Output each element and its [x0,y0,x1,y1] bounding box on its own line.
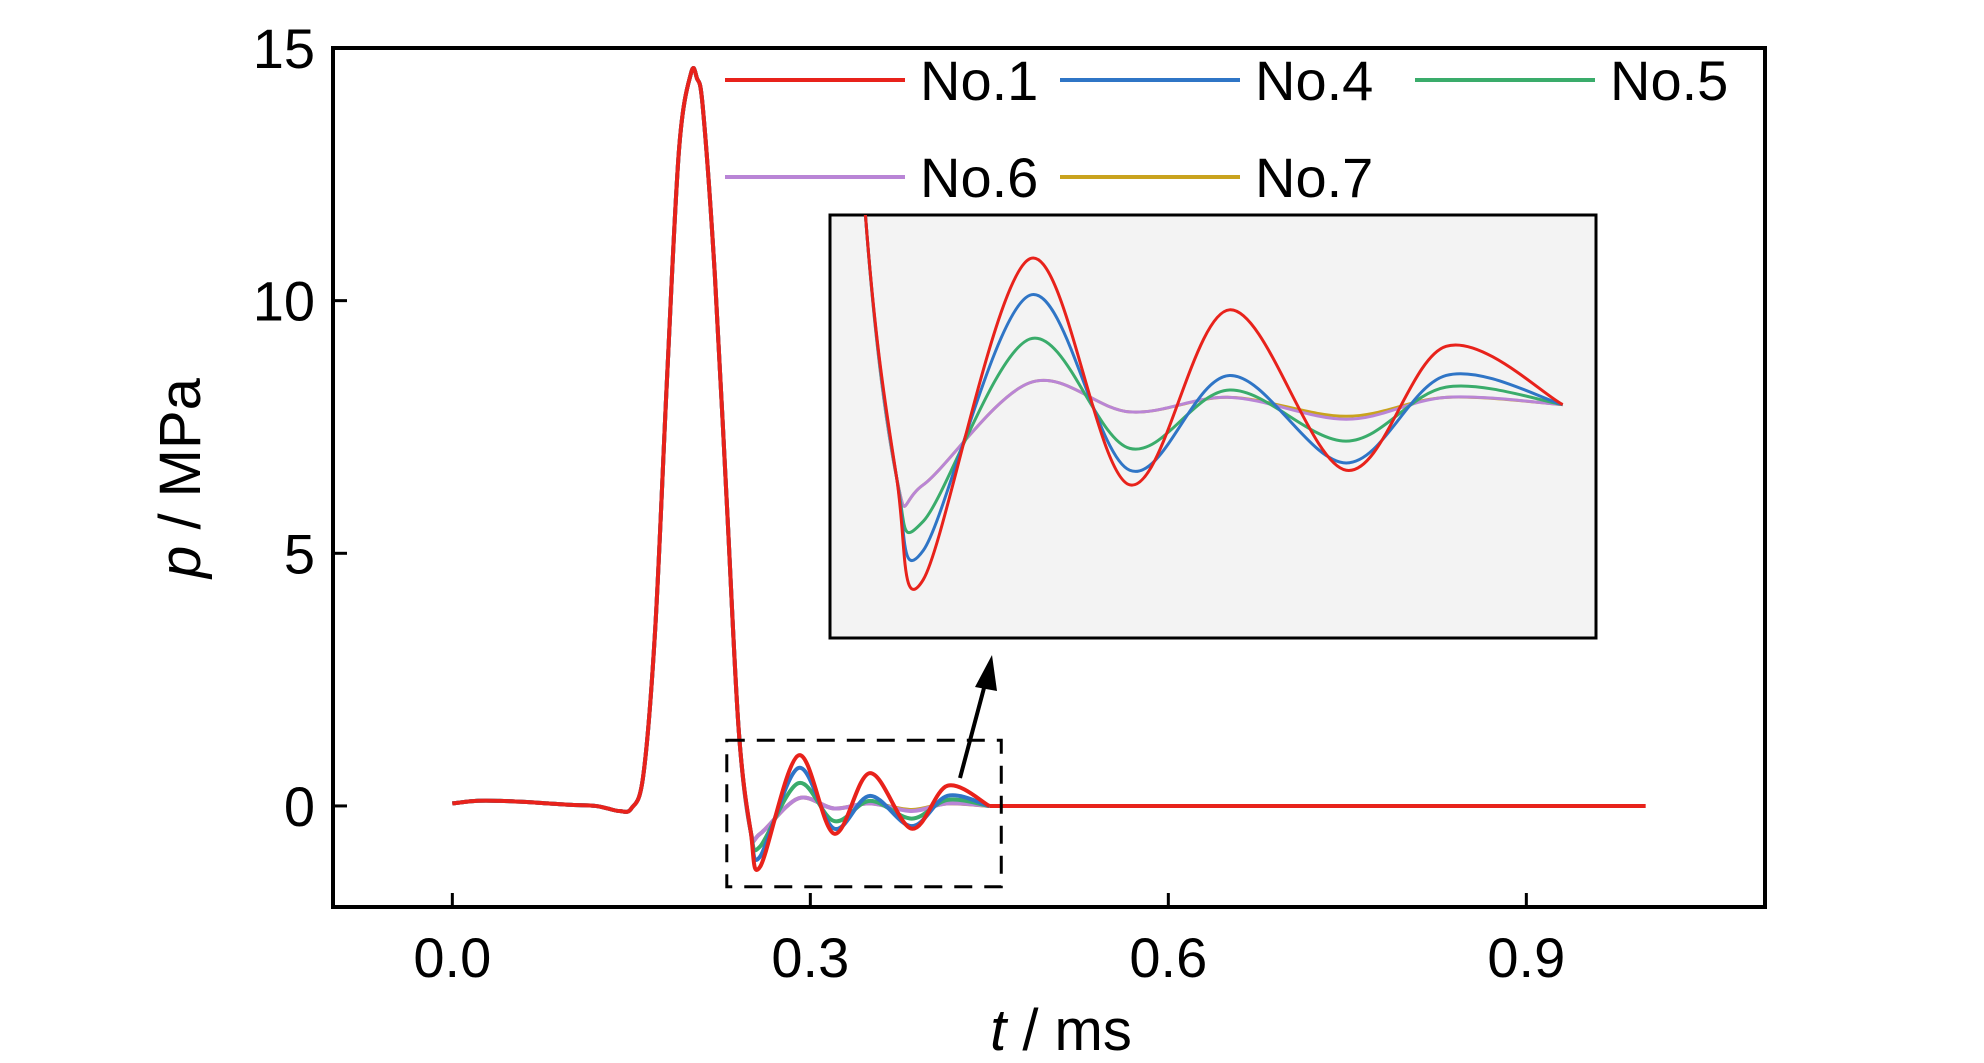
inset-series-line-no1 [863,215,1564,591]
x-axis-label: t / ms [990,998,1132,1063]
inset-series-line-no5 [863,215,1563,534]
inset-series-line-no6 [863,215,1563,508]
legend-label: No.5 [1610,49,1728,112]
y-tick-label: 5 [284,522,315,585]
legend-item-no4: No.4 [1060,49,1373,112]
inset-plot [828,213,1598,640]
main-plot-lines [452,66,1646,872]
inset-series-line-no4 [863,215,1564,562]
plot-frame [331,46,1767,909]
legend-label: No.4 [1255,49,1373,112]
legend-item-no6: No.6 [725,146,1038,209]
legend-label: No.6 [920,146,1038,209]
zoom-region-box [725,655,1003,889]
legend-item-no1: No.1 [725,49,1038,112]
x-tick-label: 0.3 [771,926,849,989]
x-tick-label: 0.6 [1129,926,1207,989]
y-axis-symbol: p [148,546,213,580]
legend-label: No.7 [1255,146,1373,209]
legend: No.1 No.4 No.5 No.6 No.7 [725,49,1728,209]
y-tick-label: 15 [253,17,315,80]
y-axis-label: p / MPa [148,377,213,580]
zoom-region-rect [725,738,1003,889]
y-tick-label: 10 [253,270,315,333]
y-axis-unit: / MPa [148,377,213,545]
x-tick-label: 0.0 [413,926,491,989]
inset-lines [863,215,1564,591]
inset-frame [828,213,1598,640]
zoom-arrow-head [975,655,997,691]
y-tick-label: 0 [284,775,315,838]
legend-item-no5: No.5 [1415,49,1728,112]
zoom-arrow-shaft [958,672,990,779]
legend-item-no7: No.7 [1060,146,1373,209]
series-line-no1 [452,66,991,872]
x-tick-label: 0.9 [1487,926,1565,989]
x-axis-symbol: t [990,998,1009,1063]
legend-label: No.1 [920,49,1038,112]
x-axis-unit: / ms [1006,998,1132,1063]
axis-ticks: 0.0 0.3 0.6 0.9 0 5 10 15 [253,17,1566,989]
